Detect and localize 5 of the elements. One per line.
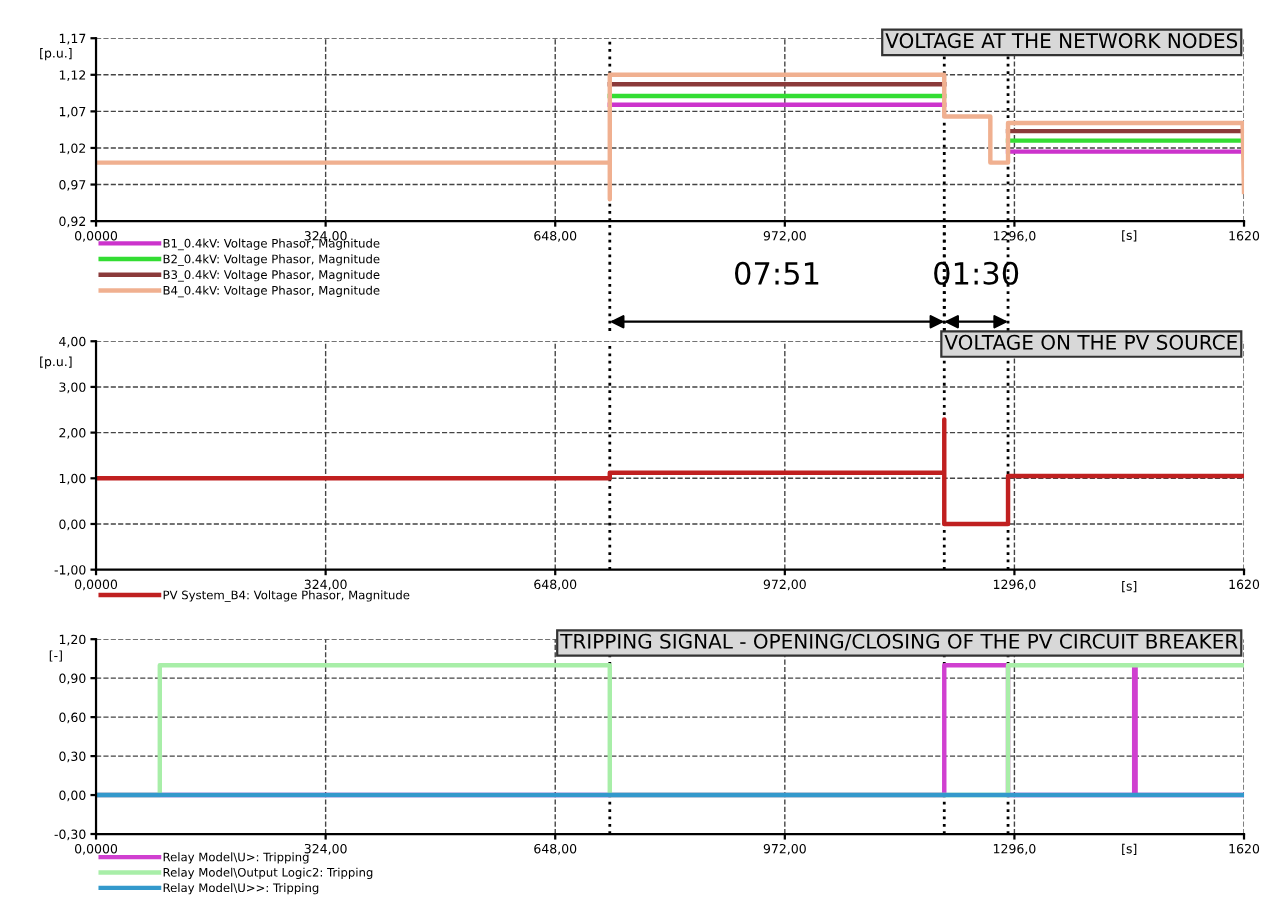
text: 01:30 — [934, 261, 1019, 285]
text: 07:51 — [735, 261, 819, 285]
chart-title: VOLTAGE AT THE NETWORK NODES — [885, 33, 1238, 49]
chart-title: TRIPPING SIGNAL - OPENING/CLOSING OF THE PV CIRCUIT BREAKER — [560, 633, 1238, 651]
chart-title: VOLTAGE ON THE PV SOURCE — [944, 334, 1237, 350]
